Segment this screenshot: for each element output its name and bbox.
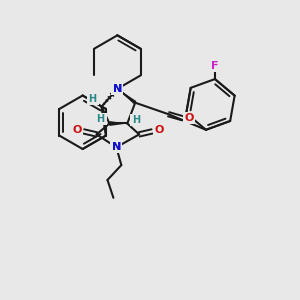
Text: O: O <box>154 125 164 135</box>
Polygon shape <box>110 121 127 126</box>
Text: H: H <box>132 115 140 124</box>
Polygon shape <box>117 89 136 104</box>
Text: N: N <box>113 84 122 94</box>
Text: O: O <box>185 113 194 123</box>
Text: N: N <box>112 142 121 152</box>
Text: H: H <box>88 94 97 104</box>
Text: O: O <box>72 125 81 135</box>
Text: N: N <box>112 142 121 152</box>
Text: F: F <box>211 61 219 71</box>
Text: N: N <box>113 84 122 94</box>
Text: H: H <box>97 113 105 124</box>
